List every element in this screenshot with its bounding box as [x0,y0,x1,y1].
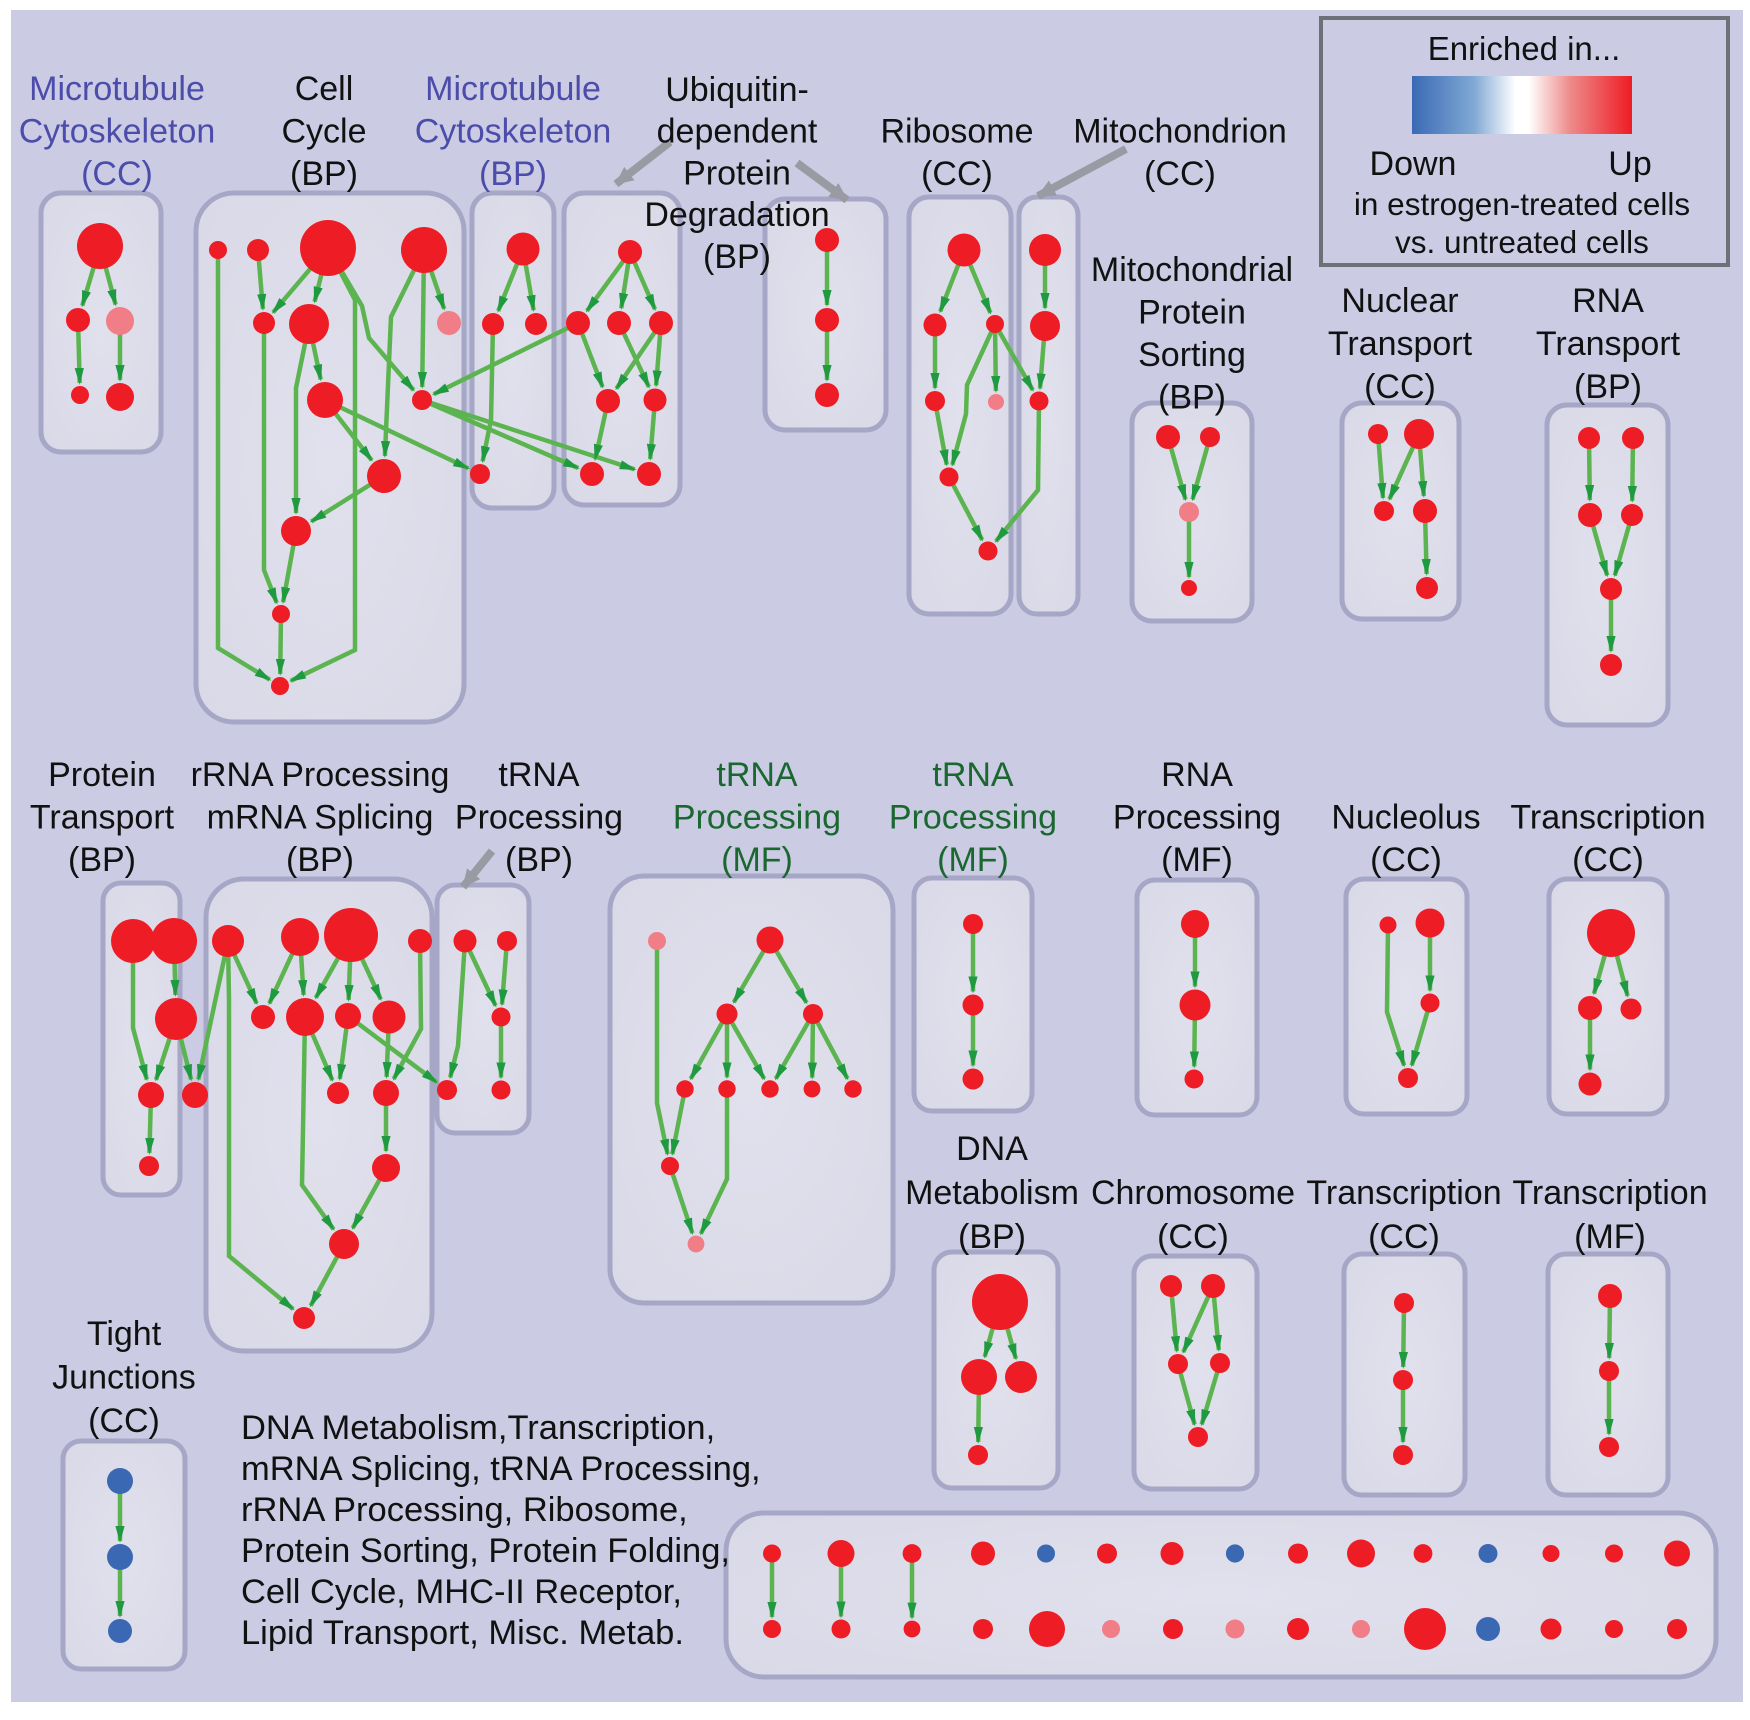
svg-text:rRNA Processing, Ribosome,: rRNA Processing, Ribosome, [241,1491,688,1529]
svg-text:Junctions: Junctions [52,1359,196,1397]
svg-text:Nuclear: Nuclear [1341,282,1458,320]
svg-text:Up: Up [1608,145,1651,183]
svg-text:Sorting: Sorting [1138,336,1246,374]
svg-text:Cytoskeleton: Cytoskeleton [415,113,612,151]
svg-text:(BP): (BP) [68,841,136,879]
svg-text:Transport: Transport [30,799,175,837]
svg-text:DNA: DNA [956,1130,1028,1168]
svg-text:(BP): (BP) [479,155,547,193]
svg-text:dependent: dependent [657,113,818,151]
svg-text:Down: Down [1370,145,1457,183]
svg-text:(CC): (CC) [1144,155,1216,193]
svg-text:Protein: Protein [683,154,791,192]
svg-text:RNA: RNA [1161,756,1233,794]
svg-text:Metabolism: Metabolism [905,1174,1079,1212]
svg-text:(BP): (BP) [505,841,573,879]
svg-text:(BP): (BP) [290,155,358,193]
svg-text:Cell: Cell [295,70,354,108]
svg-text:RNA: RNA [1572,282,1644,320]
svg-text:Cytoskeleton: Cytoskeleton [19,113,216,151]
svg-text:(MF): (MF) [1161,841,1233,879]
svg-text:Processing: Processing [1113,799,1281,837]
svg-text:Cell Cycle, MHC-II Receptor,: Cell Cycle, MHC-II Receptor, [241,1573,682,1611]
svg-text:Protein: Protein [48,756,156,794]
svg-text:(MF): (MF) [937,841,1009,879]
svg-text:(MF): (MF) [1574,1218,1646,1256]
svg-text:Mitochondrial: Mitochondrial [1091,251,1293,289]
svg-text:Transcription: Transcription [1510,799,1705,837]
svg-text:Enriched in...: Enriched in... [1428,30,1621,67]
svg-text:(BP): (BP) [703,238,771,276]
svg-text:tRNA: tRNA [498,756,580,794]
svg-text:(MF): (MF) [721,841,793,879]
svg-text:mRNA Splicing, tRNA Processing: mRNA Splicing, tRNA Processing, [241,1450,761,1488]
svg-text:Ribosome: Ribosome [880,113,1033,151]
svg-text:(BP): (BP) [958,1218,1026,1256]
svg-text:Transcription: Transcription [1306,1174,1501,1212]
svg-text:Microtubule: Microtubule [425,70,601,108]
svg-text:(CC): (CC) [81,155,153,193]
svg-text:rRNA Processing: rRNA Processing [191,756,450,794]
svg-text:Lipid Transport, Misc. Metab.: Lipid Transport, Misc. Metab. [241,1614,684,1652]
svg-text:Protein Sorting, Protein Foldi: Protein Sorting, Protein Folding, [241,1532,730,1570]
svg-text:DNA Metabolism,Transcription,: DNA Metabolism,Transcription, [241,1409,715,1447]
svg-text:Microtubule: Microtubule [29,70,205,108]
svg-text:Nucleolus: Nucleolus [1331,799,1480,837]
svg-text:(CC): (CC) [1572,841,1644,879]
svg-text:(CC): (CC) [1364,368,1436,406]
svg-text:Chromosome: Chromosome [1091,1174,1295,1212]
svg-text:(CC): (CC) [88,1402,160,1440]
svg-text:(BP): (BP) [1574,368,1642,406]
svg-text:Mitochondrion: Mitochondrion [1073,113,1287,151]
svg-text:tRNA: tRNA [716,756,798,794]
svg-text:(CC): (CC) [921,155,993,193]
svg-text:tRNA: tRNA [932,756,1014,794]
svg-text:mRNA Splicing: mRNA Splicing [207,799,434,837]
svg-text:Cycle: Cycle [281,113,366,151]
svg-text:(CC): (CC) [1370,841,1442,879]
svg-text:Processing: Processing [455,799,623,837]
svg-text:(BP): (BP) [286,841,354,879]
svg-text:Degradation: Degradation [644,196,829,234]
svg-text:Processing: Processing [889,799,1057,837]
svg-text:Ubiquitin-: Ubiquitin- [665,71,809,109]
svg-text:Transcription: Transcription [1512,1174,1707,1212]
svg-text:Transport: Transport [1536,325,1681,363]
svg-text:(BP): (BP) [1158,379,1226,417]
svg-text:Transport: Transport [1328,325,1473,363]
svg-text:(CC): (CC) [1157,1218,1229,1256]
svg-text:vs. untreated cells: vs. untreated cells [1395,224,1649,260]
svg-text:Protein: Protein [1138,294,1246,332]
svg-text:in estrogen-treated cells: in estrogen-treated cells [1354,186,1690,222]
svg-text:(CC): (CC) [1368,1218,1440,1256]
svg-text:Processing: Processing [673,799,841,837]
svg-text:Tight: Tight [87,1315,162,1353]
